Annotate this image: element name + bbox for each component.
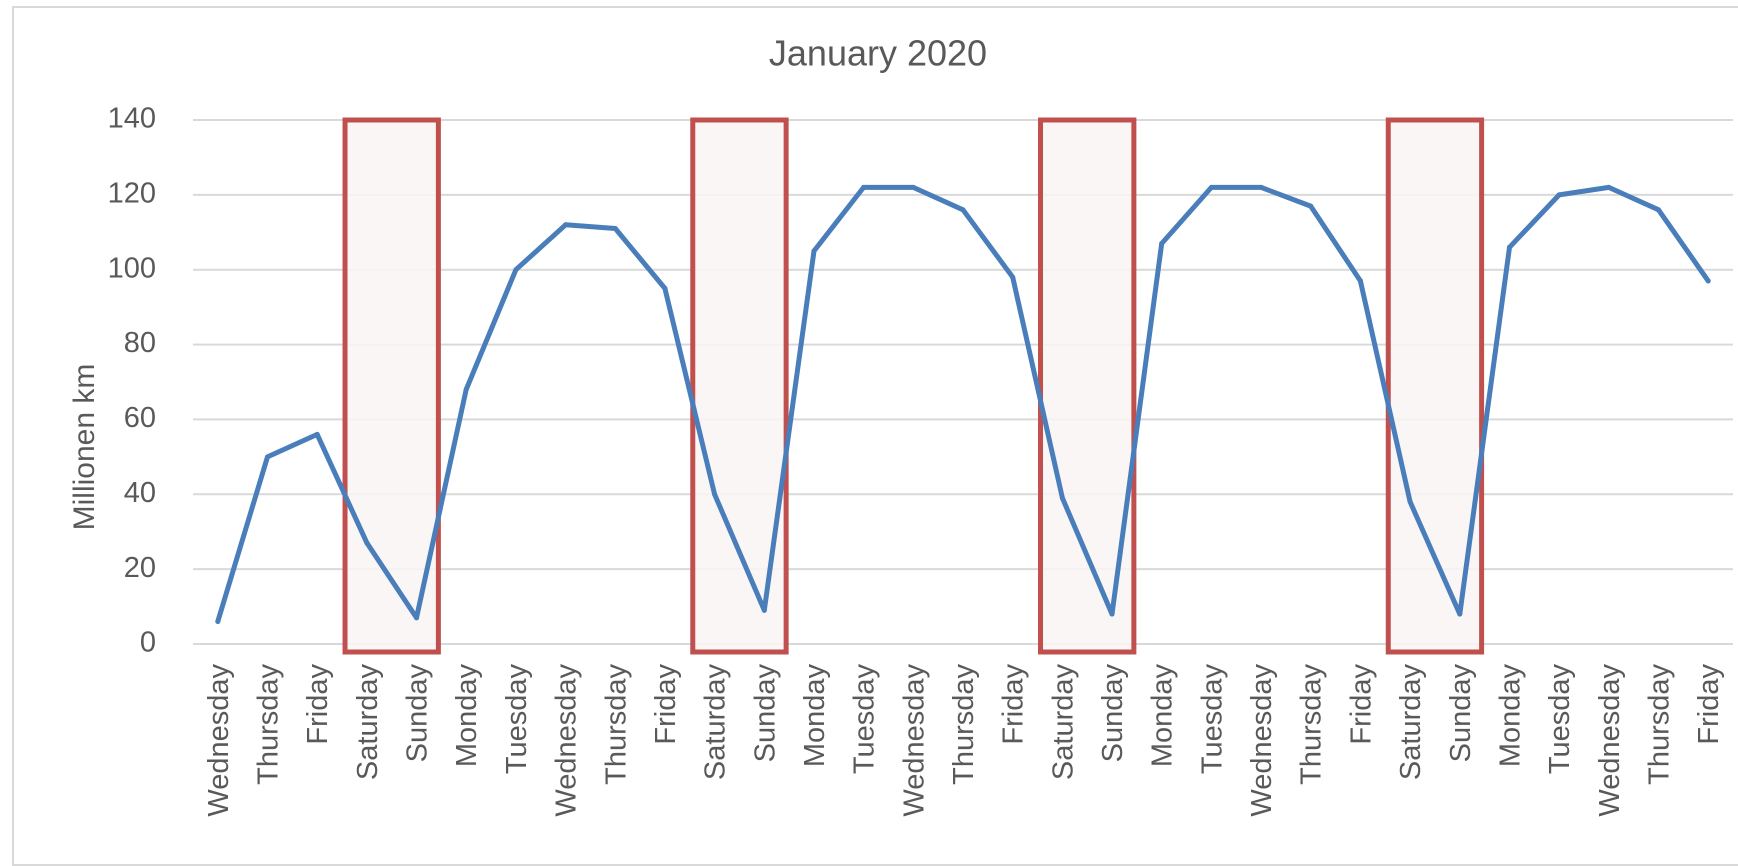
data-point: [910, 184, 916, 190]
x-tick-label: Tuesday: [501, 664, 533, 775]
x-tick-label: Saturday: [700, 664, 732, 781]
data-point: [463, 386, 469, 392]
x-tick-label: Thursday: [1296, 664, 1328, 785]
data-point: [1308, 203, 1314, 209]
y-tick-label: 100: [108, 252, 156, 284]
x-tick-label: Wednesday: [551, 664, 583, 817]
x-tick-label: Saturday: [1395, 664, 1427, 781]
data-point: [1457, 611, 1463, 617]
series-layer: [215, 184, 1711, 625]
x-tick-label: Tuesday: [1544, 664, 1576, 775]
x-tick-label: Friday: [1345, 664, 1377, 745]
x-tick-label: Tuesday: [1196, 664, 1228, 775]
y-tick-label: 60: [124, 402, 156, 434]
x-tick-label: Monday: [1147, 664, 1179, 768]
data-point: [1208, 184, 1214, 190]
data-point: [1705, 278, 1711, 284]
x-tick-label: Thursday: [600, 664, 632, 785]
data-point: [364, 540, 370, 546]
data-point: [215, 619, 221, 625]
data-point: [662, 285, 668, 291]
data-point: [1407, 499, 1413, 505]
x-tick-label: Saturday: [1047, 664, 1079, 781]
y-tick-label: 80: [124, 327, 156, 359]
x-tick-label: Thursday: [1644, 664, 1676, 785]
x-tick-label: Sunday: [402, 664, 434, 763]
x-tick-label: Sunday: [1445, 664, 1477, 763]
y-tick-label: 140: [108, 103, 156, 135]
data-point: [1655, 207, 1661, 213]
data-point: [761, 607, 767, 613]
x-tick-label: Wednesday: [203, 664, 235, 817]
y-tick-label: 0: [140, 627, 156, 659]
x-tick-label: Friday: [302, 664, 334, 745]
data-point: [811, 248, 817, 254]
x-tick-label: Wednesday: [898, 664, 930, 817]
x-tick-label: Friday: [1693, 664, 1725, 745]
data-point: [1606, 184, 1612, 190]
x-tick-label: Monday: [1495, 664, 1527, 768]
x-tick-label: Friday: [998, 664, 1030, 745]
data-point: [960, 207, 966, 213]
data-point: [612, 226, 618, 232]
y-tick-label: 120: [108, 178, 156, 210]
x-tick-label: Wednesday: [1246, 664, 1278, 817]
series-line: [215, 184, 1711, 624]
x-tick-label: Thursday: [253, 664, 285, 785]
y-tick-label: 20: [124, 552, 156, 584]
y-axis-ticks: 0 20 40 60 80 100 120 140: [108, 103, 156, 659]
data-point: [1556, 192, 1562, 198]
x-tick-label: Thursday: [948, 664, 980, 785]
data-point: [563, 222, 569, 228]
data-point: [265, 454, 271, 460]
data-point: [712, 491, 718, 497]
x-tick-label: Friday: [650, 664, 682, 745]
x-tick-label: Monday: [799, 664, 831, 768]
x-tick-label: Sunday: [1097, 664, 1129, 763]
data-point: [1109, 611, 1115, 617]
x-axis-ticks: Wednesday Thursday Friday Saturday Sunday Mon…: [203, 664, 1725, 817]
data-point: [314, 431, 320, 437]
data-point: [1357, 278, 1363, 284]
y-axis-label: Millionen km: [68, 364, 101, 531]
x-tick-label: Tuesday: [849, 664, 881, 775]
x-tick-label: Monday: [451, 664, 483, 768]
y-tick-label: 40: [124, 477, 156, 509]
x-tick-label: Sunday: [749, 664, 781, 763]
x-tick-label: Saturday: [352, 664, 384, 781]
data-point: [861, 184, 867, 190]
data-point: [513, 267, 519, 273]
data-point: [1010, 274, 1016, 280]
weekend-highlight-box-2: [690, 117, 789, 655]
chart-title: January 2020: [769, 33, 987, 74]
data-point: [1506, 244, 1512, 250]
weekend-highlights: [342, 117, 1485, 655]
weekend-highlight-box-1: [342, 117, 441, 655]
x-tick-label: Wednesday: [1594, 664, 1626, 817]
data-point: [1159, 241, 1165, 247]
data-point: [1258, 184, 1264, 190]
data-point: [1059, 495, 1065, 501]
data-point: [414, 615, 420, 621]
